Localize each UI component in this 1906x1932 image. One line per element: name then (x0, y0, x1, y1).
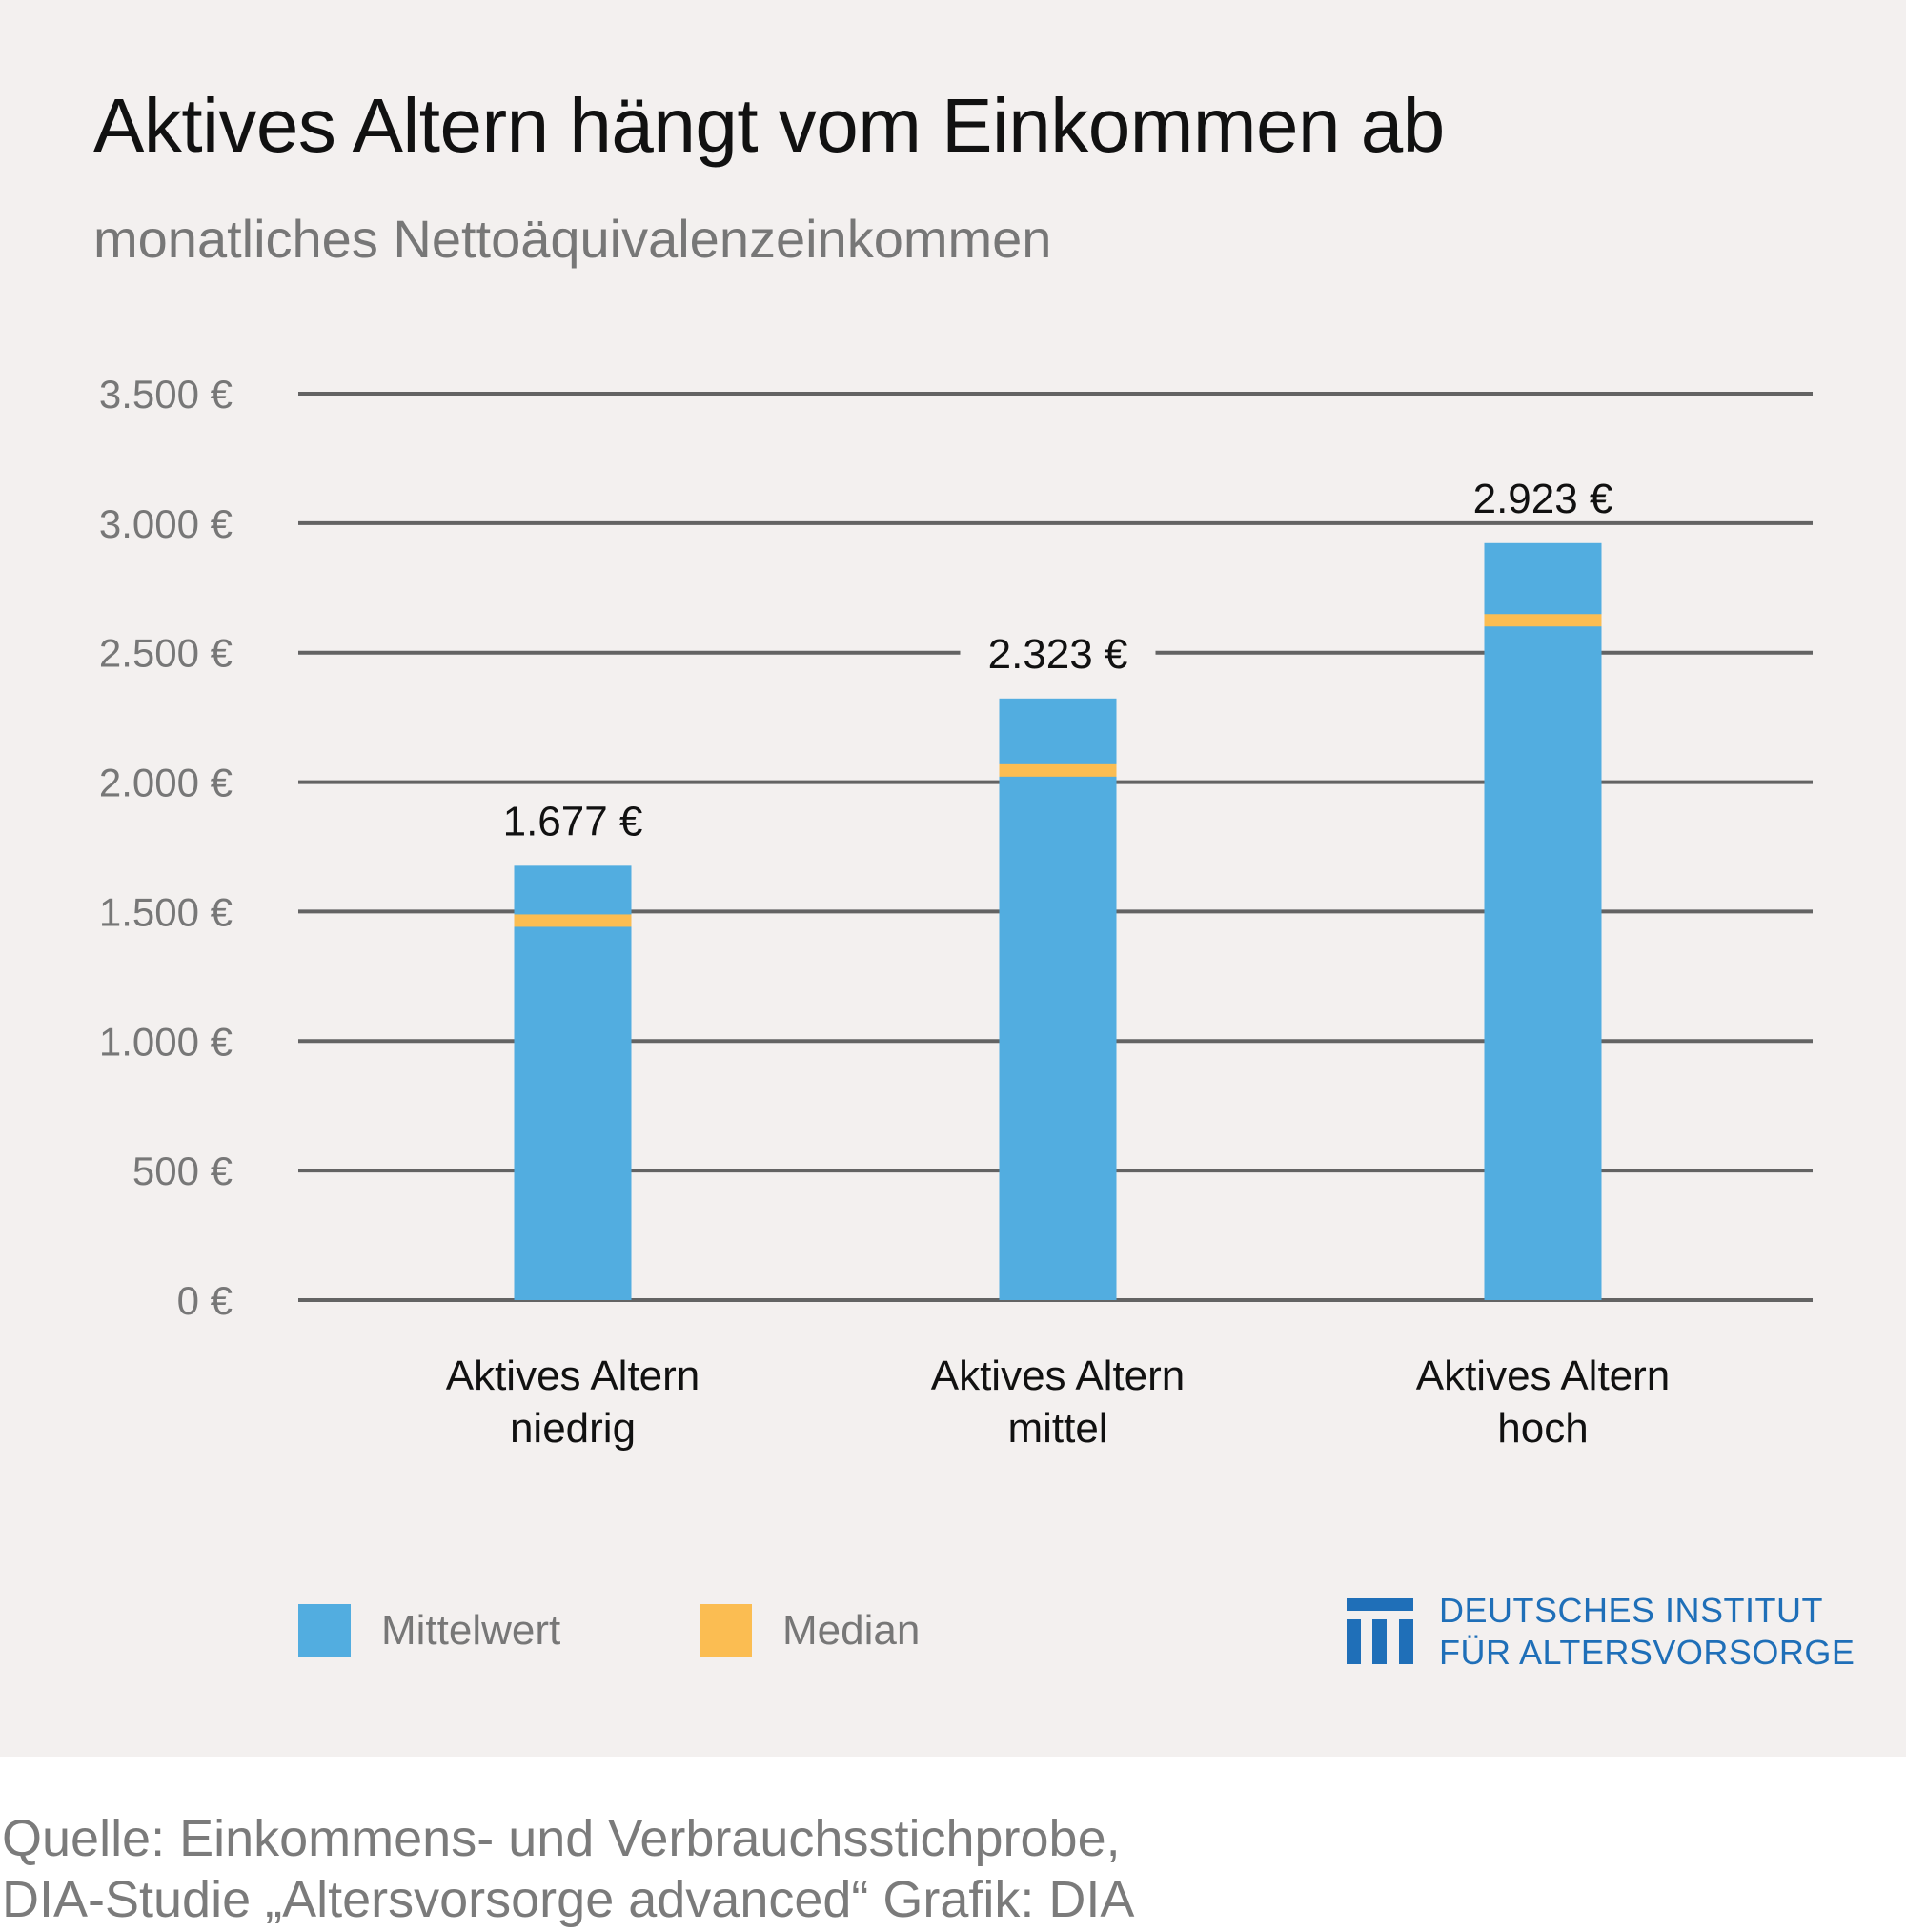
bar-chart: 0 € 500 € 1.000 € 1.500 € 2.000 € 2.500 € 3.00… (99, 372, 1813, 1452)
data-label-1: 2.323 € (988, 631, 1128, 678)
data-label-2: 2.923 € (1473, 476, 1613, 522)
logo-text-line-2: FÜR ALTERSVORSORGE (1439, 1633, 1855, 1672)
source-line-1: Quelle: Einkommens- und Verbrauchsstichp… (2, 1810, 1121, 1867)
category-label-1-line-1: mittel (1007, 1405, 1107, 1452)
y-tick-label-3500: 3.500 € (99, 372, 233, 417)
median-marker-1 (999, 763, 1117, 777)
bar-mittelwert-0 (514, 865, 632, 1300)
median-marker-2 (1484, 614, 1602, 627)
category-label-2-line-0: Aktives Altern (1416, 1352, 1671, 1399)
legend-swatch-median (700, 1604, 752, 1657)
bars (514, 542, 1602, 1300)
logo-text-line-1: DEUTSCHES INSTITUT (1439, 1591, 1824, 1630)
y-tick-label-2000: 2.000 € (99, 761, 233, 805)
category-labels: Aktives Altern niedrig Aktives Altern mitte… (446, 1352, 1671, 1452)
y-tick-label-0: 0 € (177, 1278, 233, 1323)
bar-mittelwert-2 (1484, 542, 1602, 1300)
y-tick-label-3000: 3.000 € (99, 501, 233, 546)
chart-title: Aktives Altern hängt vom Einkommen ab (93, 83, 1445, 168)
category-label-0-line-1: niedrig (510, 1405, 636, 1452)
legend-label-median: Median (782, 1607, 921, 1654)
y-tick-label-500: 500 € (132, 1149, 233, 1193)
dia-columns-logo-icon (1347, 1598, 1413, 1664)
data-label-0: 1.677 € (503, 798, 643, 844)
category-label-2-line-1: hoch (1497, 1405, 1588, 1452)
category-label-1-line-0: Aktives Altern (931, 1352, 1186, 1399)
median-marker-0 (514, 914, 632, 927)
source-line-2: DIA-Studie „Altersvorsorge advanced“ Gra… (2, 1871, 1135, 1928)
legend-swatch-mittelwert (298, 1604, 351, 1657)
bar-mittelwert-1 (999, 698, 1117, 1300)
y-tick-label-2500: 2.500 € (99, 631, 233, 676)
y-tick-label-1000: 1.000 € (99, 1019, 233, 1064)
data-labels: 1.677 € 2.323 € 2.923 € (503, 476, 1613, 845)
category-label-0-line-0: Aktives Altern (446, 1352, 700, 1399)
y-tick-label-1500: 1.500 € (99, 889, 233, 934)
y-axis-tick-labels: 0 € 500 € 1.000 € 1.500 € 2.000 € 2.500 € 3.00… (99, 372, 233, 1323)
chart-subtitle: monatliches Nettoäquivalenzeinkommen (93, 209, 1052, 269)
legend-label-mittelwert: Mittelwert (381, 1607, 561, 1654)
